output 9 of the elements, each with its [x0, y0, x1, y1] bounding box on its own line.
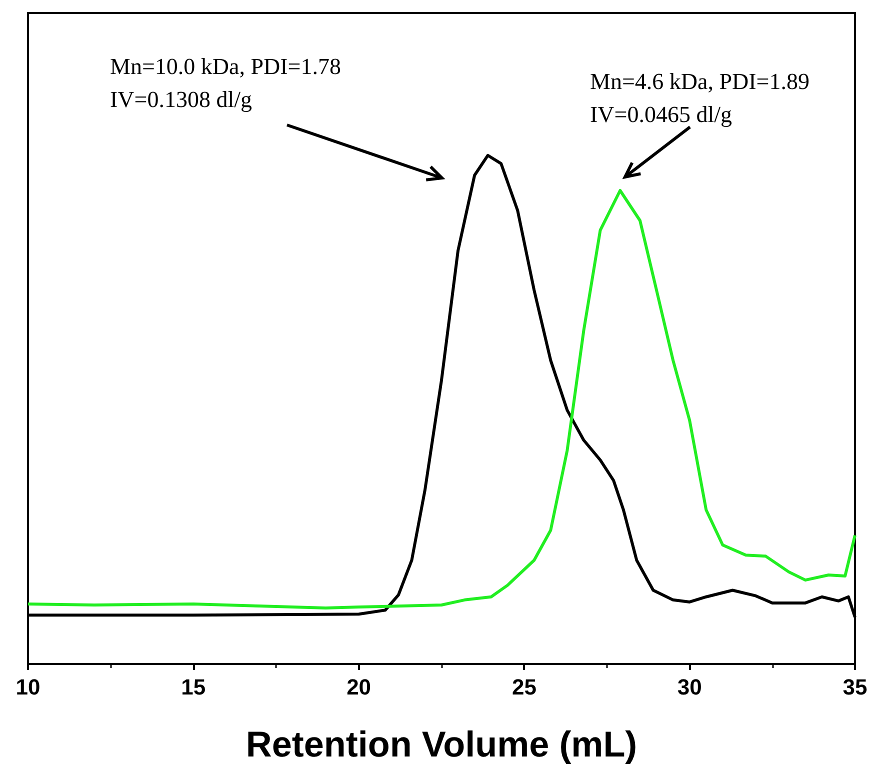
- x-tick-label: 10: [16, 674, 40, 700]
- x-axis-title: Retention Volume (mL): [246, 724, 638, 764]
- x-tick-label: 30: [677, 674, 702, 700]
- x-tick-label: 20: [346, 674, 372, 700]
- x-tick-label: 35: [842, 674, 868, 700]
- text: Mn=10.0 kDa, PDI=1.78 IV=0.1308 dl/g: [110, 54, 342, 112]
- text: Mn=4.6 kDa, PDI=1.89 IV=0.0465 dl/g: [590, 69, 810, 127]
- x-tick-label: 15: [181, 674, 206, 700]
- x-tick-label: 25: [512, 674, 536, 700]
